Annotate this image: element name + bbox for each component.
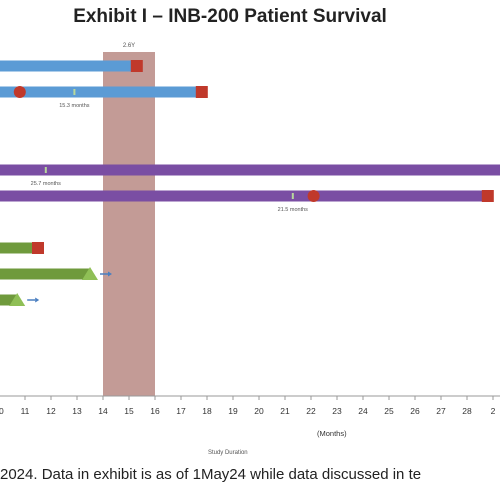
x-tick-label: 16 <box>150 406 160 416</box>
continuing-arrow-head <box>35 297 40 303</box>
x-tick-label: 18 <box>202 406 212 416</box>
end-marker-square <box>32 242 44 254</box>
x-tick-label: 2 <box>491 406 496 416</box>
highlight-band <box>103 52 155 396</box>
x-tick-label: 24 <box>358 406 368 416</box>
x-tick-label: 28 <box>462 406 472 416</box>
x-tick-label: 15 <box>124 406 134 416</box>
median-tick <box>44 167 47 173</box>
survival-bar <box>0 242 38 254</box>
x-axis-unit: (Months) <box>317 429 347 438</box>
x-tick-label: 23 <box>332 406 342 416</box>
bar-label: 15.3 months <box>59 103 90 109</box>
chart-title: Exhibit I – INB-200 Patient Survival <box>73 6 387 27</box>
end-marker-square <box>481 190 494 202</box>
x-tick-label: 19 <box>228 406 238 416</box>
x-tick-label: 14 <box>98 406 108 416</box>
x-tick-label: 21 <box>280 406 290 416</box>
x-axis-label: Study Duration <box>208 450 248 456</box>
x-tick-label: 22 <box>306 406 316 416</box>
event-marker <box>307 190 320 202</box>
event-marker <box>13 86 26 98</box>
highlight-band-label: 2.6Y <box>123 43 135 49</box>
x-tick-label: 25 <box>384 406 394 416</box>
bar-label: 25.7 months <box>31 181 62 187</box>
x-tick-label: 11 <box>21 406 30 416</box>
survival-bar <box>0 60 137 72</box>
survival-bar <box>0 164 500 176</box>
median-tick <box>73 89 76 95</box>
survival-bar <box>0 190 488 202</box>
median-tick <box>291 193 294 199</box>
x-tick-label: 20 <box>254 406 264 416</box>
x-tick-label: 10 <box>0 406 4 416</box>
bar-label: 21.5 months <box>278 207 309 213</box>
x-tick-label: 27 <box>436 406 446 416</box>
footnote: 2024. Data in exhibit is as of 1May24 wh… <box>0 466 422 483</box>
end-marker-triangle <box>9 293 26 306</box>
end-marker-square <box>195 86 208 98</box>
end-marker-square <box>130 60 143 72</box>
continuing-arrow-head <box>108 271 112 277</box>
end-marker-triangle <box>82 267 98 280</box>
x-tick-label: 26 <box>410 406 420 416</box>
survival-bar <box>0 294 18 306</box>
x-tick-label: 17 <box>176 406 186 416</box>
survival-bar <box>0 86 202 98</box>
x-tick-label: 12 <box>46 406 56 416</box>
x-tick-label: 13 <box>72 406 82 416</box>
survival-bar <box>0 268 90 280</box>
